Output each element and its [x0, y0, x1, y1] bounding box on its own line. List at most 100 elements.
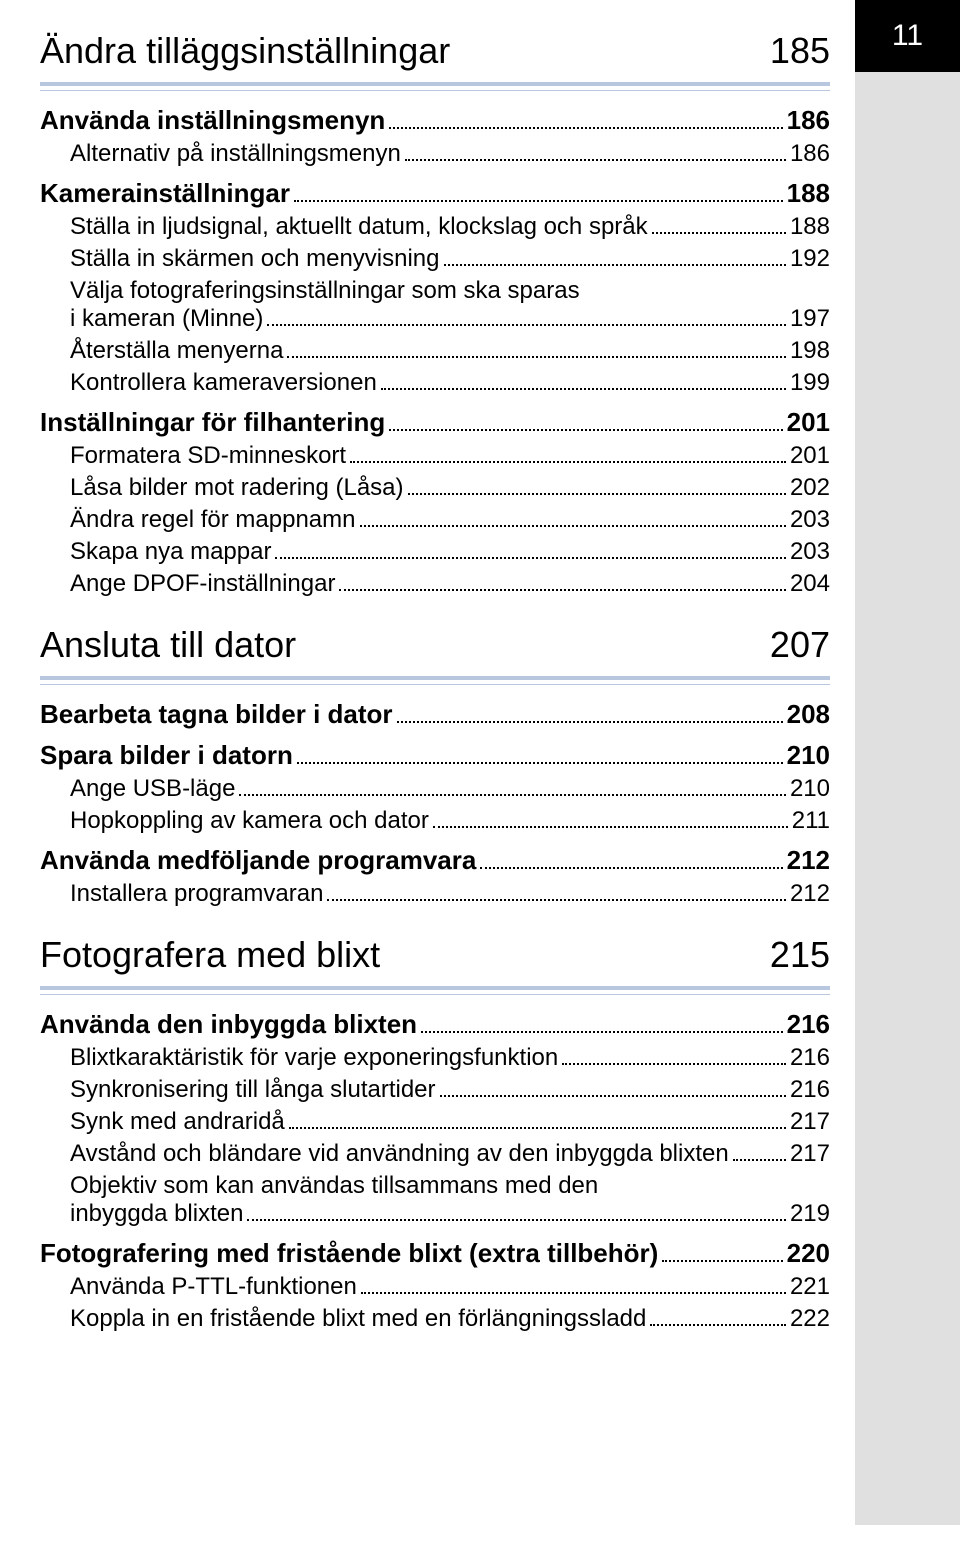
- sub-page: 188: [790, 213, 830, 241]
- sub-page: 217: [790, 1140, 830, 1168]
- sub-page: 211: [792, 807, 830, 835]
- toc-sub-row: Ställa in skärmen och menyvisning 192: [70, 245, 830, 273]
- toc-sub-row: Återställa menyerna 198: [70, 337, 830, 365]
- dot-leader: [405, 159, 786, 161]
- sub-label: Formatera SD-minneskort: [70, 442, 346, 470]
- dot-leader: [650, 1324, 786, 1326]
- dot-leader: [247, 1219, 785, 1221]
- sidebar-shade: [855, 25, 960, 1525]
- toc-sub-row: Alternativ på inställningsmenyn 186: [70, 140, 830, 168]
- toc-section-row: Fotografering med fristående blixt (extr…: [40, 1238, 830, 1269]
- sub-label: Låsa bilder mot radering (Låsa): [70, 474, 404, 502]
- chapter-title: Ansluta till dator: [40, 624, 296, 666]
- section-page: 216: [787, 1009, 830, 1040]
- toc-section-row: Spara bilder i datorn 210: [40, 740, 830, 771]
- sub-label: Alternativ på inställningsmenyn: [70, 140, 401, 168]
- toc-sub-row: Synk med andraridå 217: [70, 1108, 830, 1136]
- sub-label: Synk med andraridå: [70, 1108, 285, 1136]
- sub-label-line2: inbyggda blixten: [70, 1200, 243, 1228]
- toc-sub-row: Använda P-TTL-funktionen 221: [70, 1273, 830, 1301]
- dot-leader: [287, 356, 786, 358]
- sub-page: 222: [790, 1305, 830, 1333]
- chapter-page: 207: [770, 624, 830, 666]
- dot-leader: [408, 493, 786, 495]
- toc-sub-row: Ställa in ljudsignal, aktuellt datum, kl…: [70, 213, 830, 241]
- dot-leader: [733, 1159, 786, 1161]
- toc-section-row: Använda inställningsmenyn 186: [40, 105, 830, 136]
- toc-sub-row: Formatera SD-minneskort 201: [70, 442, 830, 470]
- sub-label: Ändra regel för mappnamn: [70, 506, 356, 534]
- toc-section-row: Använda medföljande programvara 212: [40, 845, 830, 876]
- sub-label: Ställa in ljudsignal, aktuellt datum, kl…: [70, 213, 648, 241]
- toc-sub-row: Installera programvaran 212: [70, 880, 830, 908]
- dot-leader: [433, 826, 788, 828]
- sub-label-line1: Välja fotograferingsinställningar som sk…: [70, 277, 830, 305]
- toc-section-row: Inställningar för filhantering 201: [40, 407, 830, 438]
- page-number-tab: 11: [855, 0, 960, 72]
- sub-label: Ange USB-läge: [70, 775, 235, 803]
- sub-page: 203: [790, 506, 830, 534]
- sub-page: 219: [790, 1200, 830, 1228]
- chapter-page: 185: [770, 30, 830, 72]
- toc-sub-row: Objektiv som kan användas tillsammans me…: [70, 1172, 830, 1228]
- toc-sub-row: Hopkoppling av kamera och dator 211: [70, 807, 830, 835]
- dot-leader: [389, 127, 782, 129]
- dot-leader: [275, 557, 785, 559]
- section-page: 220: [787, 1238, 830, 1269]
- rule-thin: [40, 684, 830, 685]
- toc-chapter: Ansluta till dator 207 Bearbeta tagna bi…: [40, 624, 830, 908]
- dot-leader: [289, 1127, 786, 1129]
- sub-label: Blixtkaraktäristik för varje exponerings…: [70, 1044, 558, 1072]
- toc-sub-row: Ange DPOF-inställningar 204: [70, 570, 830, 598]
- sub-page: 204: [790, 570, 830, 598]
- dot-leader: [294, 200, 783, 202]
- toc-sub-row: Blixtkaraktäristik för varje exponerings…: [70, 1044, 830, 1072]
- section-label: Kamerainställningar: [40, 178, 290, 209]
- chapter-rule: [40, 676, 830, 685]
- dot-leader: [361, 1292, 786, 1294]
- sub-page: 203: [790, 538, 830, 566]
- section-label: Använda medföljande programvara: [40, 845, 476, 876]
- sub-page: 198: [790, 337, 830, 365]
- dot-leader: [339, 589, 786, 591]
- sub-label: Synkronisering till långa slutartider: [70, 1076, 436, 1104]
- chapter-page: 215: [770, 934, 830, 976]
- dot-leader: [421, 1031, 783, 1033]
- toc-sub-row: Låsa bilder mot radering (Låsa) 202: [70, 474, 830, 502]
- sub-page: 186: [790, 140, 830, 168]
- sub-label: Kontrollera kameraversionen: [70, 369, 377, 397]
- sub-page: 212: [790, 880, 830, 908]
- toc-sub-row: Synkronisering till långa slutartider 21…: [70, 1076, 830, 1104]
- toc-section-row: Bearbeta tagna bilder i dator 208: [40, 699, 830, 730]
- section-label: Använda inställningsmenyn: [40, 105, 385, 136]
- chapter-row: Ändra tilläggsinställningar 185: [40, 30, 830, 72]
- toc-sub-row: Kontrollera kameraversionen 199: [70, 369, 830, 397]
- rule-thin: [40, 994, 830, 995]
- section-label: Spara bilder i datorn: [40, 740, 293, 771]
- section-label: Inställningar för filhantering: [40, 407, 385, 438]
- page-number-label: 11: [892, 19, 923, 53]
- rule-thick: [40, 986, 830, 990]
- section-label: Fotografering med fristående blixt (extr…: [40, 1238, 658, 1269]
- sub-page: 199: [790, 369, 830, 397]
- sub-page: 210: [790, 775, 830, 803]
- dot-leader: [350, 461, 786, 463]
- dot-leader: [652, 232, 786, 234]
- sub-label: Installera programvaran: [70, 880, 323, 908]
- dot-leader: [360, 525, 786, 527]
- section-page: 212: [787, 845, 830, 876]
- chapter-row: Fotografera med blixt 215: [40, 934, 830, 976]
- dot-leader: [297, 762, 783, 764]
- toc-section-row: Kamerainställningar 188: [40, 178, 830, 209]
- toc-chapter: Ändra tilläggsinställningar 185 Använda …: [40, 30, 830, 598]
- section-page: 210: [787, 740, 830, 771]
- sub-label-line1: Objektiv som kan användas tillsammans me…: [70, 1172, 830, 1200]
- section-page: 201: [787, 407, 830, 438]
- chapter-rule: [40, 986, 830, 995]
- section-label: Använda den inbyggda blixten: [40, 1009, 417, 1040]
- document-page: 11 Ändra tilläggsinställningar 185 Använ…: [0, 0, 960, 1561]
- sub-label: Skapa nya mappar: [70, 538, 271, 566]
- sub-page: 216: [790, 1044, 830, 1072]
- dot-leader: [389, 429, 782, 431]
- dot-leader: [397, 721, 783, 723]
